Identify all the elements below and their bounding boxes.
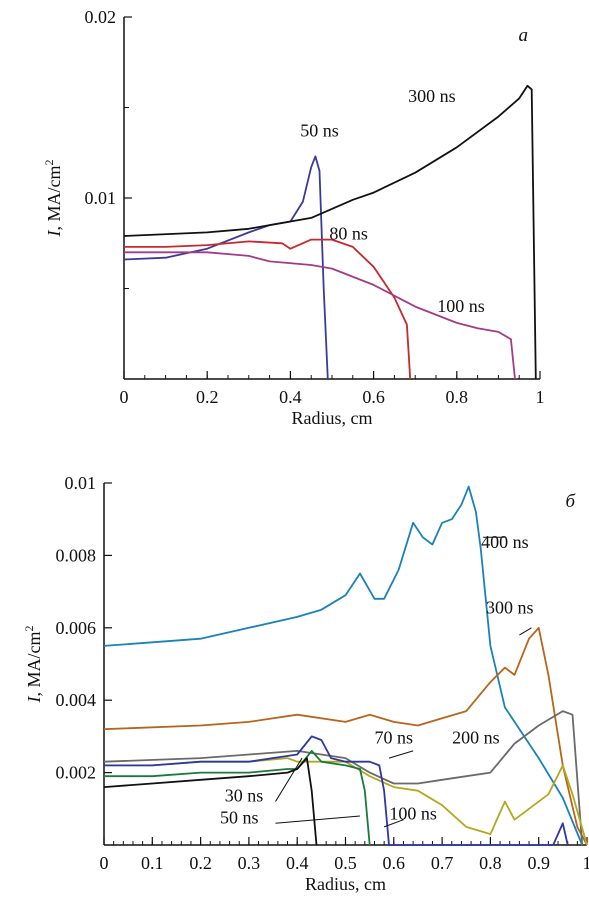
x-tick-label: 0.2 xyxy=(196,387,219,407)
chart-panel-a: 0 0.2 0.4 0.6 0.8 1 0.01 0.02 Radius, cm I, MA/cm… xyxy=(42,7,545,428)
series-label: 80 ns xyxy=(329,224,368,244)
series-label: 400 ns xyxy=(481,532,529,552)
label-leader-line xyxy=(275,815,361,824)
x-tick-label: 1 xyxy=(583,853,589,873)
panel-letter: б xyxy=(565,491,576,512)
chart-panel-b: 0 0.1 0.2 0.3 0.4 0.5 0.6 0.7 0.8 0.9 1 0.002 0.004 0… xyxy=(22,473,589,894)
label-leader-line xyxy=(275,757,303,802)
series-label: 70 ns xyxy=(375,728,414,748)
x-tick-label: 0.6 xyxy=(383,853,406,873)
series-line xyxy=(123,84,537,380)
series-line xyxy=(124,238,412,380)
x-tick-label: 1 xyxy=(536,387,545,407)
series-label: 100 ns xyxy=(389,804,437,824)
x-tick-label: 0.6 xyxy=(362,387,385,407)
y-tick-label: 0.002 xyxy=(56,763,97,783)
panel-letter: a xyxy=(519,25,529,46)
label-leader-line xyxy=(388,750,414,759)
series-label: 300 ns xyxy=(408,86,456,106)
series-line xyxy=(123,155,329,380)
y-tick-label: 0.01 xyxy=(65,473,97,493)
series-line xyxy=(103,710,584,846)
y-axis-title: I, MA/cm2 xyxy=(42,160,64,238)
x-axis-title: Radius, cm xyxy=(305,874,386,894)
label-leader-line xyxy=(519,627,532,636)
series-line xyxy=(103,626,588,846)
y-tick-label: 0.004 xyxy=(56,690,97,710)
series-line xyxy=(103,485,584,846)
series-label: 50 ns xyxy=(300,120,339,140)
series-label: 200 ns xyxy=(452,728,500,748)
x-tick-label: 0 xyxy=(100,853,109,873)
x-tick-label: 0.8 xyxy=(479,853,502,873)
x-tick-label: 0.3 xyxy=(238,853,261,873)
series-line xyxy=(103,757,318,846)
x-tick-label: 0.4 xyxy=(279,387,302,407)
y-tick-label: 0.006 xyxy=(56,618,97,638)
y-tick-label: 0.01 xyxy=(85,188,117,208)
series-label: 300 ns xyxy=(486,597,534,617)
x-tick-label: 0.4 xyxy=(286,853,309,873)
x-tick-label: 0.7 xyxy=(431,853,454,873)
series-line xyxy=(104,757,588,846)
x-tick-label: 0 xyxy=(120,387,129,407)
label-leader-line xyxy=(383,819,404,828)
x-tick-label: 0.5 xyxy=(334,853,357,873)
x-tick-label: 0.9 xyxy=(527,853,550,873)
series-label: 100 ns xyxy=(437,296,485,316)
series-label: 50 ns xyxy=(220,807,259,827)
series-label: 30 ns xyxy=(225,786,264,806)
x-axis-title: Radius, cm xyxy=(292,408,373,428)
y-axis-title: I, MA/cm2 xyxy=(22,626,44,704)
x-tick-label: 0.1 xyxy=(141,853,164,873)
series-line xyxy=(104,735,569,846)
series-line xyxy=(124,251,516,380)
y-tick-label: 0.02 xyxy=(85,7,117,27)
x-tick-label: 0.8 xyxy=(446,387,469,407)
x-tick-label: 0.2 xyxy=(189,853,212,873)
y-tick-label: 0.008 xyxy=(56,545,97,565)
